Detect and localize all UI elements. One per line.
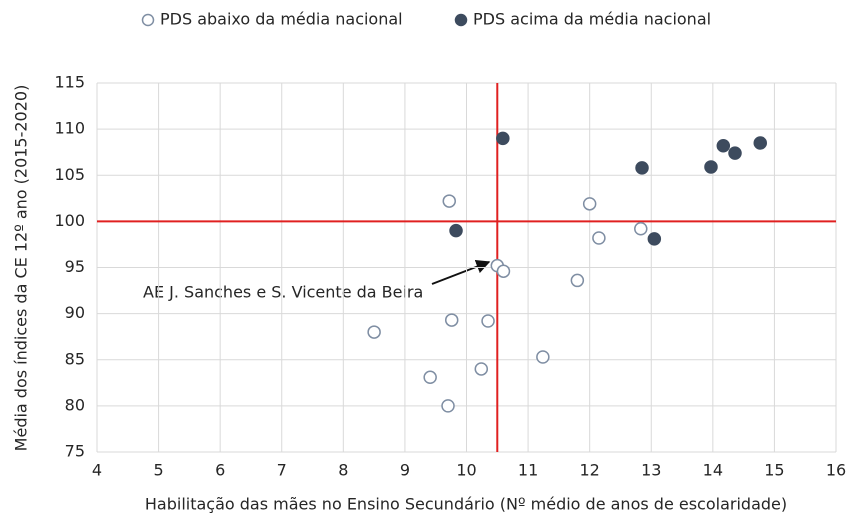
point	[728, 146, 742, 160]
x-tick-label: 7	[277, 461, 287, 480]
annotation: AE J. Sanches e S. Vicente da Beira	[143, 283, 423, 302]
x-tick-label: 11	[518, 461, 538, 480]
y-tick-label: 115	[54, 73, 85, 92]
legend-marker	[141, 13, 155, 27]
point	[474, 362, 489, 376]
x-tick-label: 8	[338, 461, 348, 480]
point	[444, 313, 459, 327]
y-tick-label: 75	[65, 442, 85, 461]
y-axis-title: Média dos índices da CE 12º ano (2015-20…	[12, 85, 31, 452]
x-tick-label: 13	[641, 461, 661, 480]
y-tick-label: 100	[54, 211, 85, 230]
point	[704, 160, 718, 174]
point	[635, 161, 649, 175]
x-tick-label: 15	[764, 461, 784, 480]
point	[442, 194, 457, 208]
point	[496, 264, 511, 278]
y-tick-label: 105	[54, 165, 85, 184]
point	[441, 399, 455, 413]
y-tick-label: 90	[65, 303, 85, 322]
point	[496, 131, 510, 146]
point	[582, 197, 597, 211]
point	[481, 314, 495, 328]
y-tick-label: 110	[54, 119, 85, 138]
point	[647, 232, 662, 246]
x-tick-label: 12	[579, 461, 599, 480]
annotation-arrow	[431, 260, 491, 285]
point	[592, 231, 606, 245]
y-tick-label: 85	[65, 349, 85, 368]
legend-marker	[454, 13, 468, 27]
y-tick-label: 80	[65, 395, 85, 414]
point	[536, 350, 550, 364]
point	[570, 273, 585, 288]
x-tick-label: 14	[703, 461, 723, 480]
x-axis-title: Habilitação das mães no Ensino Secundári…	[145, 495, 787, 514]
x-tick-label: 9	[400, 461, 410, 480]
x-tick-label: 10	[456, 461, 476, 480]
point	[449, 223, 463, 238]
point	[367, 325, 381, 339]
legend-label: PDS abaixo da média nacional	[160, 10, 403, 29]
x-tick-label: 6	[215, 461, 225, 480]
x-tick-label: 5	[153, 461, 163, 480]
point	[423, 370, 437, 385]
point	[753, 136, 768, 150]
legend-label: PDS acima da média nacional	[473, 10, 711, 29]
point	[634, 222, 648, 236]
x-tick-label: 4	[92, 461, 102, 480]
y-tick-label: 95	[65, 257, 85, 276]
x-tick-label: 16	[826, 461, 846, 480]
point	[716, 138, 731, 153]
